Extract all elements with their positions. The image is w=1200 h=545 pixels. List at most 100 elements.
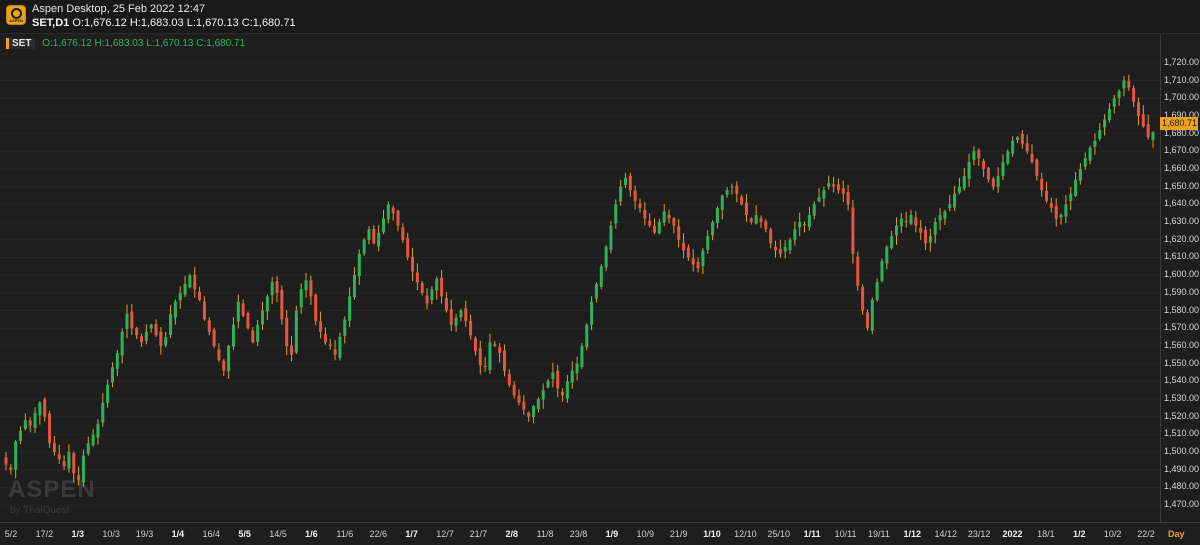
candle-body[interactable] xyxy=(696,261,700,269)
candle-body[interactable] xyxy=(38,402,42,416)
candle-body[interactable] xyxy=(522,401,526,410)
candle-body[interactable] xyxy=(604,246,608,268)
candle-body[interactable] xyxy=(265,296,269,312)
candle-body[interactable] xyxy=(309,280,313,297)
candle-body[interactable] xyxy=(759,218,763,223)
candle-body[interactable] xyxy=(744,202,748,215)
candle-body[interactable] xyxy=(1049,203,1053,208)
candle-body[interactable] xyxy=(435,278,439,291)
candle-body[interactable] xyxy=(493,344,497,346)
candle-body[interactable] xyxy=(861,286,865,311)
candle-body[interactable] xyxy=(928,236,932,243)
candle-body[interactable] xyxy=(154,324,158,336)
candle-body[interactable] xyxy=(865,312,869,329)
candle-body[interactable] xyxy=(827,183,831,187)
candle-body[interactable] xyxy=(319,321,323,332)
candle-body[interactable] xyxy=(894,225,898,236)
candle-body[interactable] xyxy=(856,256,860,286)
candle-body[interactable] xyxy=(546,381,550,388)
candle-body[interactable] xyxy=(962,176,966,189)
candle-body[interactable] xyxy=(130,311,134,329)
candle-body[interactable] xyxy=(198,291,202,300)
candle-body[interactable] xyxy=(193,274,197,290)
candle-body[interactable] xyxy=(464,308,468,322)
candle-body[interactable] xyxy=(1059,215,1063,218)
candle-body[interactable] xyxy=(502,350,506,371)
candle-body[interactable] xyxy=(110,367,114,383)
candle-body[interactable] xyxy=(323,334,327,343)
candle-body[interactable] xyxy=(33,413,37,428)
candle-body[interactable] xyxy=(357,253,361,277)
candle-body[interactable] xyxy=(749,218,753,223)
candle-body[interactable] xyxy=(507,373,511,385)
candle-body[interactable] xyxy=(440,277,444,297)
candle-body[interactable] xyxy=(478,348,482,366)
candle-body[interactable] xyxy=(299,289,303,308)
candle-body[interactable] xyxy=(1088,147,1092,161)
candle-body[interactable] xyxy=(1025,143,1029,152)
candle-body[interactable] xyxy=(565,381,569,399)
candle-body[interactable] xyxy=(812,204,816,216)
candle-body[interactable] xyxy=(396,210,400,226)
candle-body[interactable] xyxy=(648,220,652,226)
candle-body[interactable] xyxy=(367,229,371,240)
candle-body[interactable] xyxy=(817,197,821,202)
candle-body[interactable] xyxy=(1030,153,1034,162)
candle-body[interactable] xyxy=(72,453,76,474)
candle-body[interactable] xyxy=(498,346,502,353)
candle-body[interactable] xyxy=(275,280,279,293)
candle-body[interactable] xyxy=(101,402,105,423)
candle-body[interactable] xyxy=(52,442,56,453)
candle-body[interactable] xyxy=(290,345,294,355)
candle-body[interactable] xyxy=(343,319,347,336)
candle-body[interactable] xyxy=(667,214,671,219)
candle-body[interactable] xyxy=(96,423,100,438)
candle-body[interactable] xyxy=(115,353,119,369)
candle-body[interactable] xyxy=(778,249,782,254)
candle-body[interactable] xyxy=(672,218,676,226)
candle-body[interactable] xyxy=(1054,205,1058,219)
candle-body[interactable] xyxy=(599,266,603,287)
candle-body[interactable] xyxy=(735,185,739,194)
candle-body[interactable] xyxy=(682,242,686,251)
candle-body[interactable] xyxy=(333,349,337,355)
candle-body[interactable] xyxy=(890,236,894,249)
candle-body[interactable] xyxy=(517,395,521,403)
candle-body[interactable] xyxy=(483,365,487,368)
candle-body[interactable] xyxy=(270,282,274,296)
candle-body[interactable] xyxy=(556,370,560,389)
candle-body[interactable] xyxy=(227,345,231,372)
candle-body[interactable] xyxy=(769,229,773,244)
candle-body[interactable] xyxy=(125,314,129,330)
candle-body[interactable] xyxy=(561,391,565,396)
timeframe-label[interactable]: Day xyxy=(1168,529,1185,539)
candle-body[interactable] xyxy=(285,317,289,346)
candle-body[interactable] xyxy=(643,209,647,219)
candle-body[interactable] xyxy=(459,310,463,318)
candle-body[interactable] xyxy=(19,430,23,441)
candle-body[interactable] xyxy=(594,284,598,299)
candle-body[interactable] xyxy=(261,310,265,325)
candle-body[interactable] xyxy=(241,303,245,316)
candle-body[interactable] xyxy=(740,196,744,205)
candle-body[interactable] xyxy=(957,186,961,193)
candle-body[interactable] xyxy=(948,204,952,209)
candle-body[interactable] xyxy=(1151,132,1155,140)
candle-body[interactable] xyxy=(348,296,352,321)
candle-body[interactable] xyxy=(986,167,990,180)
candle-body[interactable] xyxy=(633,190,637,201)
candle-body[interactable] xyxy=(1083,158,1087,167)
candle-body[interactable] xyxy=(686,247,690,258)
candle-body[interactable] xyxy=(793,229,797,240)
candle-body[interactable] xyxy=(653,225,657,233)
candle-body[interactable] xyxy=(91,434,95,446)
candle-body[interactable] xyxy=(1132,88,1136,102)
candle-body[interactable] xyxy=(701,250,705,267)
candle-body[interactable] xyxy=(1093,140,1097,147)
candle-body[interactable] xyxy=(488,342,492,371)
candle-body[interactable] xyxy=(188,275,192,288)
candle-body[interactable] xyxy=(720,195,724,210)
candle-body[interactable] xyxy=(764,221,768,230)
candle-body[interactable] xyxy=(1040,178,1044,191)
candle-body[interactable] xyxy=(1103,119,1107,128)
